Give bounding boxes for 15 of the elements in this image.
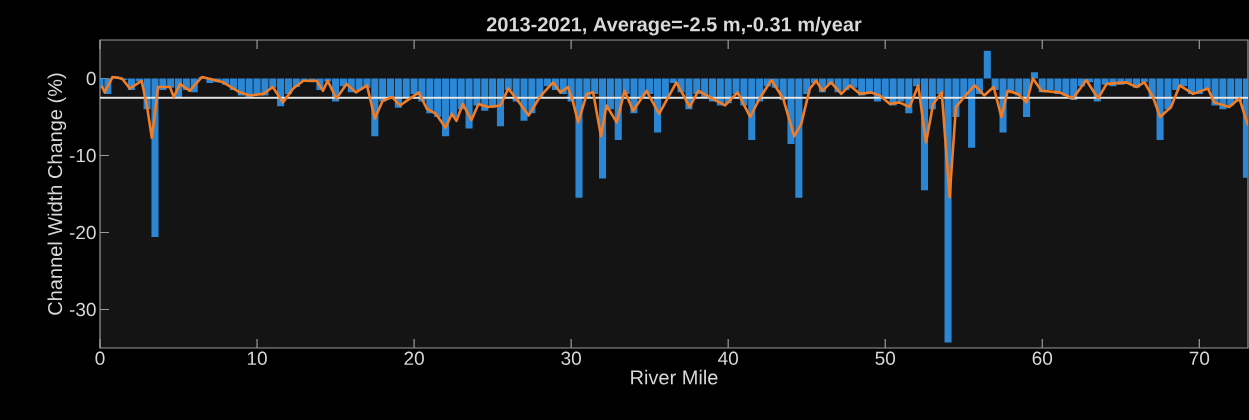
x-tick-label: 60 (1032, 351, 1053, 365)
y-tick-label: -20 (69, 225, 96, 240)
y-axis-title: Channel Width Change (%) (47, 73, 67, 315)
x-tick-label: 30 (561, 351, 581, 365)
y-tick-label: 0 (86, 71, 96, 86)
y-tick-label: -30 (69, 302, 96, 317)
x-axis-title: River Mile (631, 369, 718, 385)
x-tick-label: 40 (718, 351, 738, 365)
x-tick-label: 50 (875, 351, 896, 365)
y-tick-label: -10 (69, 148, 96, 163)
x-tick-label: 20 (404, 351, 424, 365)
x-tick-label: 10 (247, 351, 267, 365)
x-tick-label: 70 (1189, 351, 1210, 365)
x-tick-label: 0 (95, 351, 105, 365)
chart-title: 2013-2021, Average=-2.5 m,-0.31 m/year (486, 16, 862, 36)
